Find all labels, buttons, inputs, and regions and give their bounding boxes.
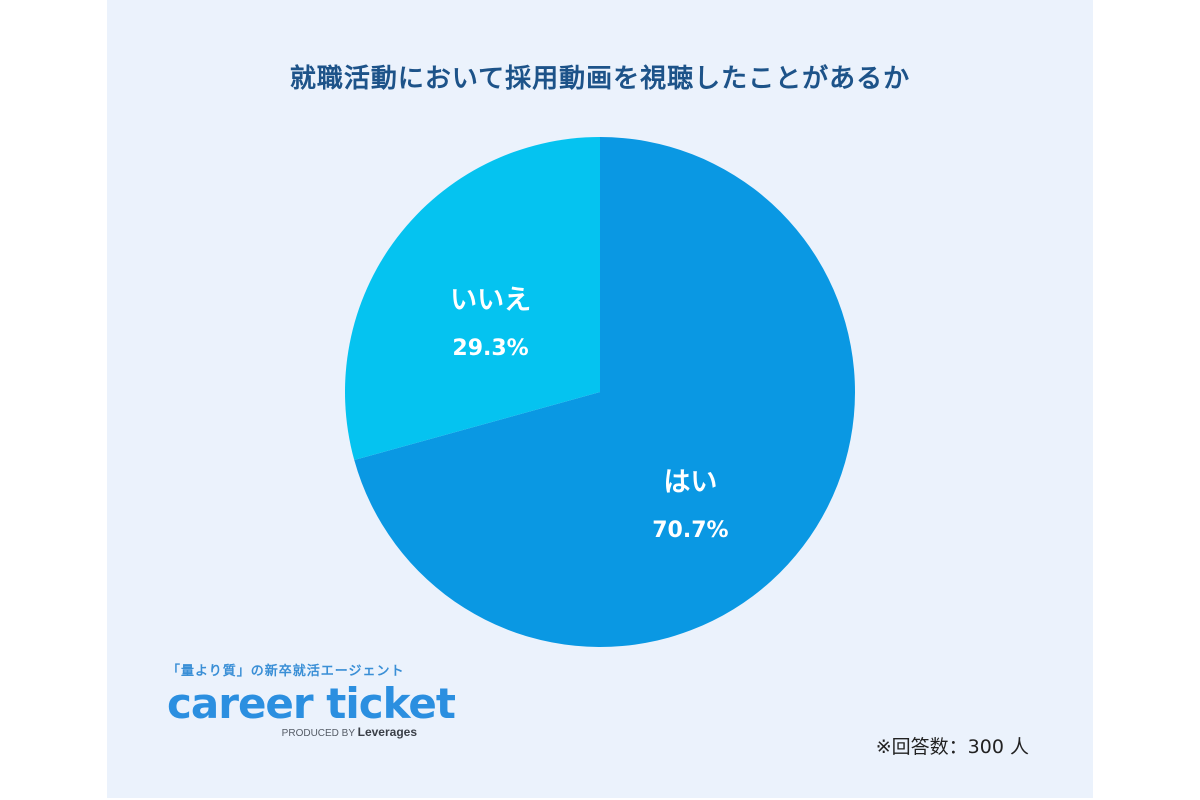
- pie-slice-no: [345, 137, 600, 461]
- pie-chart: はい 70.7% いいえ 29.3%: [345, 137, 856, 648]
- produced-by-line: PRODUCED BY Leverages: [167, 725, 417, 739]
- slice-label: いいえ: [450, 285, 531, 316]
- career-ticket-logo: 「量より質」の新卒就活エージェント career ticket PRODUCED…: [167, 660, 456, 739]
- pie-slice-yes: [354, 137, 856, 648]
- chart-canvas: 就職活動において採用動画を視聴したことがあるか はい 70.7% いいえ 29.3% …: [107, 0, 1093, 798]
- brand-logo-text: career ticket: [167, 679, 456, 728]
- slice-label: はい: [663, 467, 717, 498]
- brand-tagline: 「量より質」の新卒就活エージェント: [167, 664, 405, 679]
- chart-title: 就職活動において採用動画を視聴したことがあるか: [289, 64, 911, 94]
- slice-value-label: 70.7%: [652, 518, 728, 543]
- response-count-note: ※回答数：300 人: [875, 736, 1029, 758]
- produced-by-prefix: PRODUCED BY: [281, 728, 355, 739]
- slice-value-label: 29.3%: [452, 336, 528, 361]
- produced-by-name: Leverages: [357, 725, 417, 739]
